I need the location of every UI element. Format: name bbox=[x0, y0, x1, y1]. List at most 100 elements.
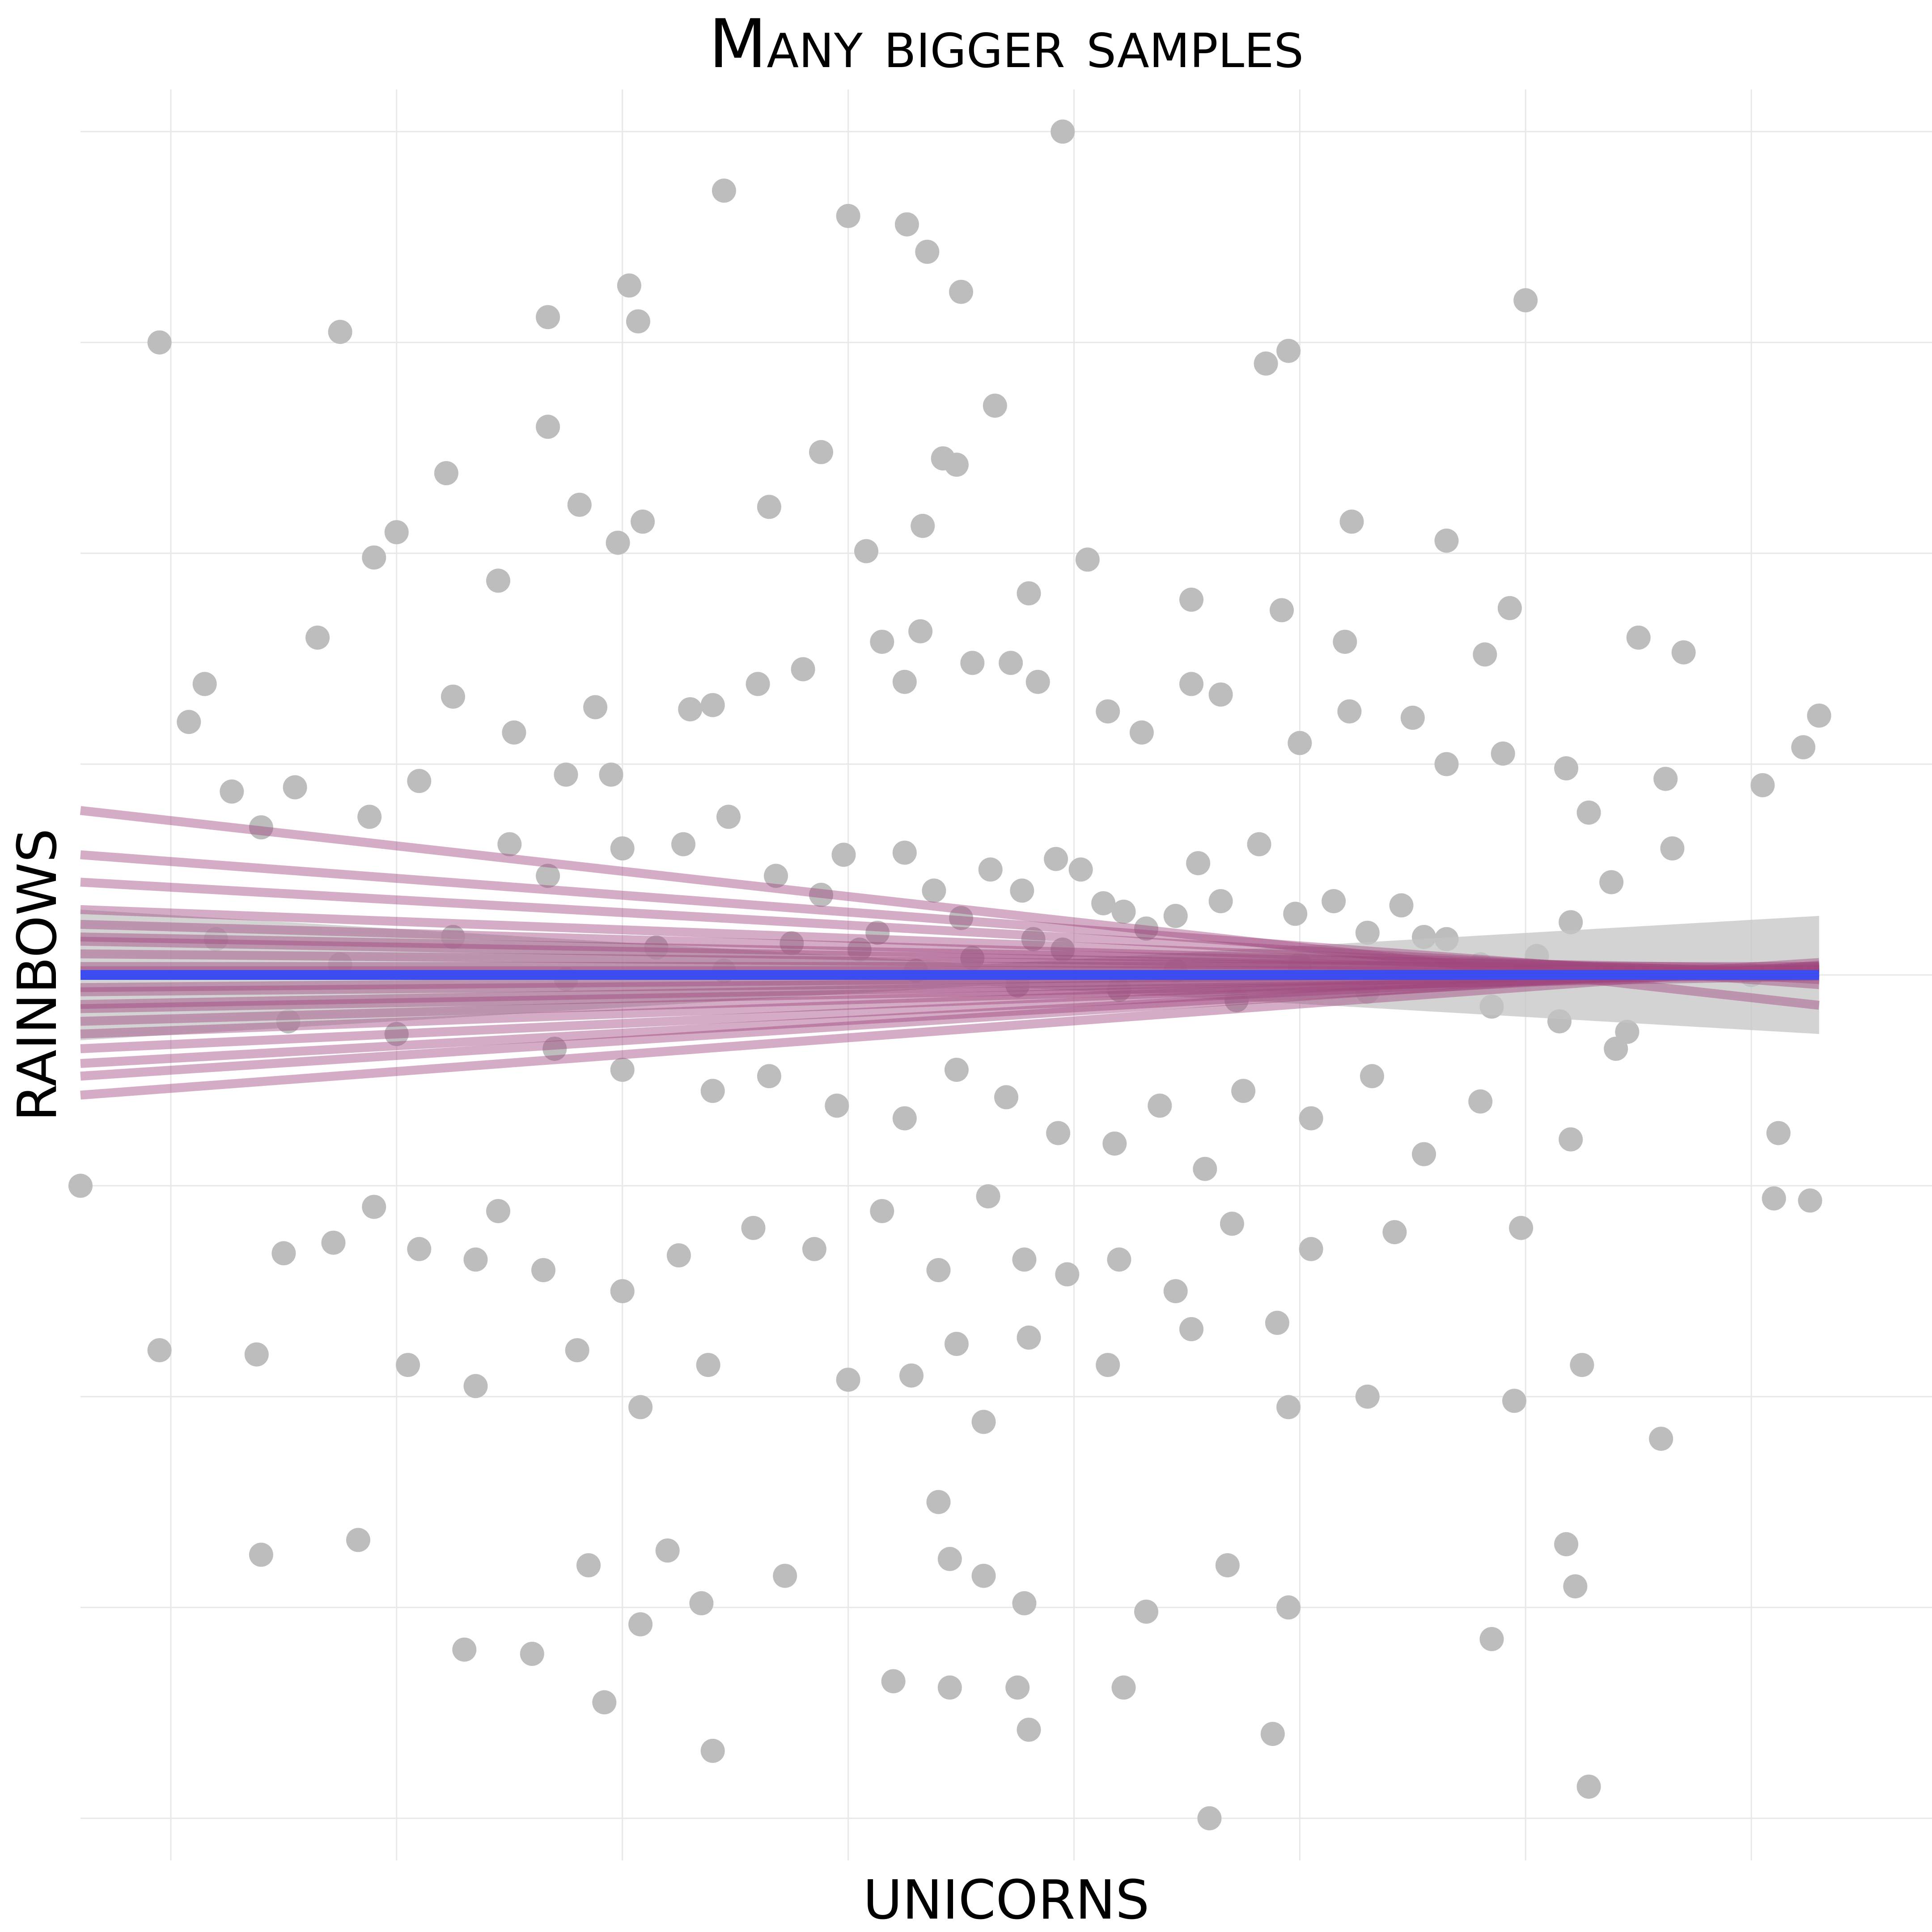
data-point bbox=[463, 1247, 488, 1272]
data-point bbox=[1044, 847, 1068, 871]
data-point bbox=[1010, 878, 1034, 903]
data-point bbox=[1563, 1574, 1588, 1599]
data-point bbox=[384, 1022, 409, 1046]
data-point bbox=[700, 1079, 725, 1103]
data-point bbox=[1096, 699, 1120, 724]
data-point bbox=[802, 1237, 826, 1261]
data-point bbox=[1091, 891, 1116, 915]
data-point bbox=[1649, 1427, 1674, 1451]
data-point bbox=[1671, 640, 1696, 665]
data-point bbox=[915, 240, 940, 264]
data-point bbox=[1134, 1599, 1158, 1624]
data-point bbox=[321, 1230, 346, 1255]
sample-line bbox=[80, 949, 1819, 975]
data-point bbox=[497, 832, 522, 856]
y-axis-label: Rainbows bbox=[7, 828, 69, 1121]
data-point bbox=[1762, 1186, 1786, 1211]
data-point bbox=[1276, 1395, 1301, 1419]
data-point bbox=[666, 1243, 691, 1267]
data-point bbox=[1179, 1317, 1203, 1341]
data-point bbox=[764, 864, 788, 888]
data-point bbox=[836, 1368, 860, 1392]
data-point bbox=[1791, 735, 1816, 759]
data-point bbox=[700, 693, 725, 717]
data-point bbox=[628, 1395, 653, 1419]
data-point bbox=[554, 763, 578, 787]
data-point bbox=[628, 1612, 653, 1636]
sample-line bbox=[80, 919, 1819, 978]
data-point bbox=[741, 1216, 766, 1240]
data-point bbox=[452, 1637, 477, 1662]
data-point bbox=[1012, 1591, 1037, 1615]
data-point bbox=[1163, 1279, 1188, 1304]
data-point bbox=[689, 1591, 714, 1615]
data-point bbox=[192, 672, 217, 696]
data-point bbox=[1473, 642, 1497, 667]
data-point bbox=[1179, 672, 1203, 696]
data-points bbox=[68, 119, 1831, 1830]
data-point bbox=[809, 882, 833, 907]
data-point bbox=[908, 619, 933, 644]
data-point bbox=[1559, 910, 1583, 935]
data-point bbox=[592, 1690, 617, 1715]
data-point bbox=[1111, 1675, 1136, 1700]
data-point bbox=[809, 440, 833, 464]
sample-line bbox=[80, 936, 1819, 979]
data-point bbox=[1283, 902, 1308, 926]
data-point bbox=[1231, 1079, 1256, 1103]
sample-line bbox=[80, 962, 1820, 1068]
data-point bbox=[1254, 351, 1278, 376]
sample-line bbox=[80, 961, 1820, 1100]
data-point bbox=[926, 1258, 951, 1282]
data-point bbox=[567, 492, 592, 517]
data-point bbox=[220, 779, 244, 804]
data-point bbox=[520, 1642, 544, 1666]
data-point bbox=[1005, 1675, 1030, 1700]
data-point bbox=[1025, 669, 1050, 694]
data-point bbox=[1111, 899, 1136, 924]
data-point bbox=[825, 1093, 849, 1118]
data-point bbox=[1163, 904, 1188, 928]
data-point bbox=[147, 1338, 172, 1363]
data-point bbox=[599, 763, 623, 787]
data-point bbox=[1798, 1188, 1822, 1213]
data-point bbox=[976, 1184, 1000, 1208]
data-point bbox=[831, 843, 856, 867]
data-point bbox=[1208, 682, 1233, 707]
data-point bbox=[1197, 1806, 1222, 1830]
data-point bbox=[1807, 703, 1831, 728]
data-point bbox=[922, 878, 946, 903]
data-point bbox=[1055, 1262, 1080, 1287]
data-point bbox=[249, 1542, 273, 1567]
data-point bbox=[949, 906, 973, 930]
data-point bbox=[780, 931, 804, 956]
data-point bbox=[1337, 699, 1362, 724]
data-point bbox=[836, 203, 860, 228]
sample-line bbox=[80, 905, 1819, 979]
data-point bbox=[1660, 836, 1685, 861]
data-point bbox=[1129, 720, 1154, 745]
data-point bbox=[870, 630, 894, 654]
sample-line bbox=[80, 968, 1819, 1026]
data-point bbox=[1051, 937, 1075, 962]
data-point bbox=[328, 320, 352, 344]
data-point bbox=[346, 1528, 370, 1552]
sample-line bbox=[80, 850, 1820, 989]
data-point bbox=[1434, 752, 1459, 776]
data-point bbox=[999, 651, 1023, 675]
data-point bbox=[1355, 1384, 1380, 1409]
data-point bbox=[1322, 889, 1346, 913]
data-point bbox=[757, 495, 781, 519]
data-point bbox=[283, 775, 307, 800]
data-point bbox=[1017, 1325, 1041, 1350]
data-point bbox=[1102, 1131, 1127, 1156]
data-point bbox=[1576, 801, 1601, 825]
sample-line bbox=[80, 971, 1819, 1013]
data-point bbox=[931, 446, 955, 470]
data-point bbox=[362, 545, 386, 570]
data-point bbox=[68, 1174, 93, 1198]
data-point bbox=[536, 415, 560, 439]
data-point bbox=[678, 697, 703, 721]
data-point bbox=[1766, 1121, 1791, 1145]
